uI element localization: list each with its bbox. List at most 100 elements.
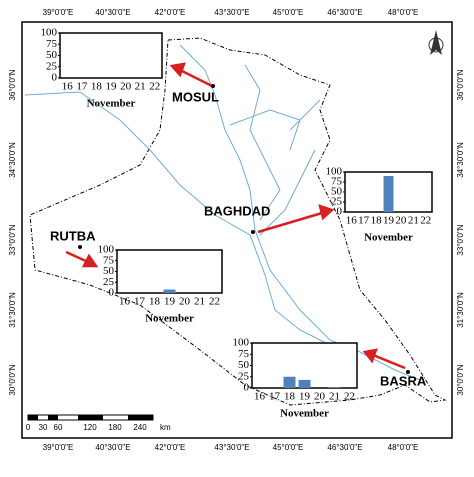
lon-label: 40°30'0"E (95, 8, 130, 17)
rivers (24, 44, 421, 381)
x-axis-label: November (87, 98, 136, 110)
lon-label: 39°0'0"E (43, 8, 74, 17)
y-tick-label: 0 (244, 382, 250, 394)
x-tick-label: 19 (383, 215, 395, 227)
y-tick-label: 50 (238, 359, 250, 371)
city-label: BAGHDAD (204, 203, 270, 218)
lat-label: 36°0'0"N (8, 69, 17, 100)
x-tick-label: 22 (344, 391, 355, 403)
scale-label: 120 (83, 423, 97, 432)
scale-label: 240 (133, 423, 147, 432)
x-tick-label: 18 (284, 391, 296, 403)
y-tick-label: 100 (98, 244, 115, 256)
city-label: MOSUL (172, 89, 219, 104)
y-tick-label: 25 (331, 196, 343, 208)
map-frame (21, 21, 453, 439)
bar (163, 289, 176, 293)
x-tick-label: 20 (314, 391, 326, 403)
y-tick-label: 50 (103, 265, 115, 277)
bar (328, 387, 341, 388)
x-tick-label: 19 (164, 296, 176, 308)
chart-frame (116, 249, 223, 294)
lat-label: 33°0'0"N (456, 224, 465, 255)
lat-label: 31°30'0"N (8, 292, 17, 328)
scale-label: 60 (54, 423, 63, 432)
x-tick-label: 18 (149, 296, 161, 308)
lon-label: 45°0'0"E (273, 443, 304, 452)
y-tick-label: 75 (331, 176, 343, 188)
lat-label: 34°30'0"N (456, 142, 465, 178)
x-tick-label: 21 (329, 391, 340, 403)
y-tick-label: 100 (233, 337, 250, 349)
x-tick-label: 22 (209, 296, 220, 308)
x-tick-label: 22 (149, 81, 160, 93)
city-label: BASRA (380, 373, 427, 388)
x-tick-label: 19 (106, 81, 118, 93)
x-tick-label: 17 (76, 81, 88, 93)
x-tick-label: 22 (420, 215, 431, 227)
bar (298, 379, 311, 388)
x-tick-label: 21 (135, 81, 146, 93)
lon-label: 43°30'0"E (214, 443, 249, 452)
y-tick-label: 0 (109, 287, 115, 299)
city-label: RUTBA (50, 228, 96, 243)
y-tick-label: 25 (46, 60, 58, 72)
lat-label: 36°0'0"N (456, 69, 465, 100)
border (29, 37, 447, 406)
x-tick-label: 18 (371, 215, 383, 227)
x-tick-label: 20 (179, 296, 191, 308)
y-tick-label: 0 (337, 206, 343, 218)
lon-label: 42°0'0"E (155, 8, 186, 17)
bar (383, 176, 394, 212)
x-tick-label: 21 (408, 215, 419, 227)
chart-frame (59, 32, 163, 79)
lat-label: 33°0'0"N (8, 224, 17, 255)
y-tick-label: 100 (326, 166, 343, 178)
scale-bar (27, 414, 154, 421)
scale-label: 180 (108, 423, 122, 432)
lon-label: 46°30'0"E (327, 8, 362, 17)
x-tick-label: 21 (194, 296, 205, 308)
y-tick-label: 75 (103, 254, 115, 266)
x-tick-label: 16 (346, 215, 358, 227)
x-tick-label: 17 (134, 296, 146, 308)
scale-label: 30 (39, 423, 48, 432)
x-tick-label: 16 (119, 296, 131, 308)
bar (283, 376, 296, 388)
y-tick-label: 25 (103, 276, 115, 288)
lon-label: 43°30'0"E (214, 8, 249, 17)
x-tick-label: 20 (395, 215, 407, 227)
x-tick-label: 17 (358, 215, 370, 227)
y-tick-label: 75 (46, 38, 58, 50)
y-tick-label: 50 (331, 186, 343, 198)
x-tick-label: 19 (299, 391, 311, 403)
arrows (65, 62, 406, 370)
y-tick-label: 100 (41, 27, 58, 39)
x-tick-label: 16 (62, 81, 74, 93)
lon-label: 45°0'0"E (273, 8, 304, 17)
lon-label: 39°0'0"E (43, 443, 74, 452)
city-dots (78, 84, 410, 374)
scale-unit: km (160, 423, 171, 432)
lon-label: 42°0'0"E (155, 443, 186, 452)
x-tick-label: 18 (91, 81, 103, 93)
y-tick-label: 25 (238, 370, 250, 382)
lat-label: 31°30'0"N (456, 292, 465, 328)
y-tick-label: 0 (52, 72, 58, 84)
y-tick-label: 75 (238, 348, 250, 360)
x-tick-label: 17 (269, 391, 281, 403)
x-tick-label: 20 (120, 81, 132, 93)
lon-label: 46°30'0"E (327, 443, 362, 452)
scale-label: 0 (26, 423, 31, 432)
lat-label: 34°30'0"N (8, 142, 17, 178)
lon-label: 48°0'0"E (388, 8, 419, 17)
x-tick-label: 16 (254, 391, 266, 403)
lon-label: 48°0'0"E (388, 443, 419, 452)
x-axis-label: November (145, 313, 194, 325)
north-arrow (428, 30, 444, 55)
x-axis-label: November (364, 232, 413, 244)
lon-label: 40°30'0"E (95, 443, 130, 452)
y-tick-label: 50 (46, 49, 58, 61)
lat-label: 30°0'0"N (456, 364, 465, 395)
